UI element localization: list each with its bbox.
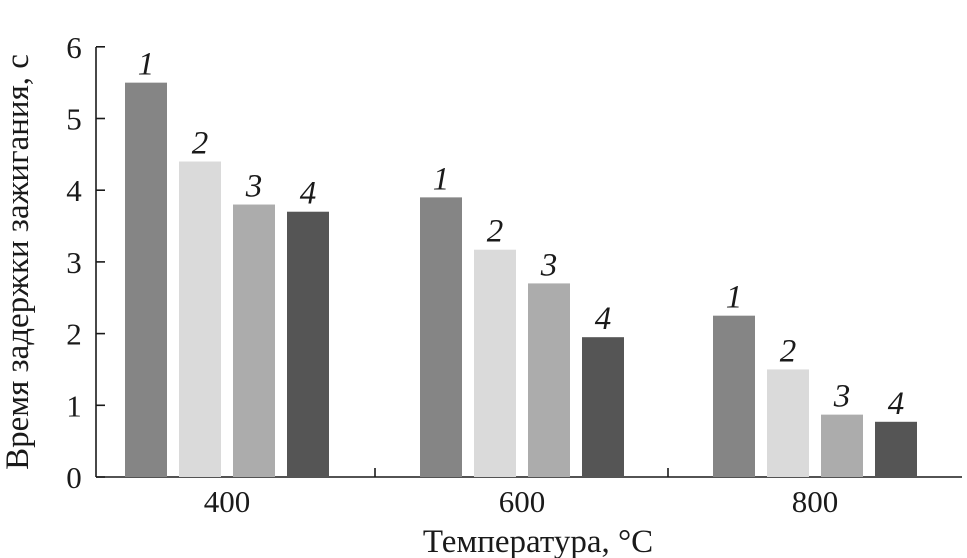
bar (875, 421, 917, 477)
bar-series-label: 3 (540, 247, 558, 283)
bar (713, 315, 755, 477)
bar-series-label: 1 (138, 47, 155, 83)
y-axis-ticks: 0 1 2 3 4 5 6 (66, 30, 105, 495)
bar (528, 283, 570, 477)
x-tick-label: 400 (204, 484, 251, 519)
bar-series-label: 2 (192, 126, 209, 162)
x-tick-label: 800 (792, 484, 839, 519)
bar (420, 197, 462, 477)
x-tick-label: 600 (499, 484, 546, 519)
bars (125, 82, 917, 478)
bar-series-label: 2 (780, 333, 797, 369)
bar (233, 204, 275, 478)
y-tick-label: 2 (66, 317, 82, 352)
y-tick-label: 3 (66, 245, 82, 280)
bar-series-label: 4 (595, 301, 612, 337)
bar (179, 161, 221, 477)
bar-series-label: 3 (833, 379, 851, 415)
y-tick-label: 5 (66, 102, 82, 137)
x-axis-title: Температура, °C (423, 524, 653, 558)
bar-series-label: 2 (487, 214, 504, 250)
bar (287, 211, 329, 477)
x-axis-ticks: 400 600 800 (204, 468, 839, 519)
bar-series-label: 1 (433, 161, 450, 197)
bar (474, 249, 516, 477)
bar (582, 337, 624, 477)
y-tick-label: 1 (66, 388, 82, 423)
y-tick-label: 6 (66, 30, 82, 65)
bar (125, 82, 167, 478)
bar-series-label: 3 (245, 169, 263, 205)
bar-series-label: 4 (888, 386, 905, 422)
y-axis-title: Время задержки зажигания, с (0, 54, 36, 470)
y-tick-label: 0 (66, 460, 82, 495)
y-tick-label: 4 (66, 173, 82, 208)
bar-series-label: 1 (726, 280, 743, 316)
bar-series-label: 4 (300, 176, 317, 212)
bar (767, 369, 809, 477)
bar (821, 414, 863, 477)
